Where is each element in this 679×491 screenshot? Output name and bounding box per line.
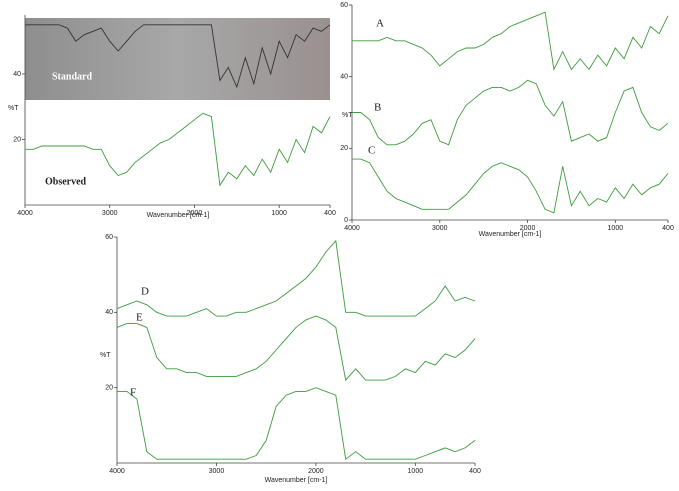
x-tick-label: 1000 <box>271 210 287 217</box>
x-tick-label: 3000 <box>209 468 225 475</box>
spectrum-line <box>117 387 476 461</box>
y-tick-label: 20 <box>13 136 21 143</box>
y-axis-label: %T <box>100 352 111 359</box>
series-label: A <box>376 18 384 30</box>
series-label: D <box>141 286 149 298</box>
x-tick-label: 400 <box>324 210 336 217</box>
x-tick-label: 3000 <box>102 210 118 217</box>
spectrum-line <box>25 24 331 89</box>
series-label: B <box>374 102 381 114</box>
spectrum-line <box>25 112 331 187</box>
y-tick-label: 40 <box>13 71 21 78</box>
y-tick-label: 40 <box>340 74 348 81</box>
y-tick-label: 40 <box>105 309 113 316</box>
x-tick-label: 2000 <box>308 468 324 475</box>
x-tick-label: 4000 <box>17 210 33 217</box>
y-axis-label: %T <box>342 112 353 119</box>
series-label: C <box>368 145 375 157</box>
y-tick-label: 0 <box>344 217 348 224</box>
x-axis-label: Wavenumber [cm-1] <box>479 231 542 238</box>
x-tick-label: 4000 <box>109 468 125 475</box>
y-tick-label: 20 <box>340 145 348 152</box>
x-tick-label: 4000 <box>344 225 360 232</box>
series-label: Observed <box>45 176 87 187</box>
x-axis-label: Wavenumber [cm-1] <box>265 477 328 484</box>
x-tick-label: 400 <box>469 468 481 475</box>
x-axis-label: Wavenumber [cm-1] <box>147 212 210 219</box>
spectrum-line <box>116 239 476 317</box>
y-tick-label: 60 <box>340 2 348 9</box>
y-tick-label: 60 <box>105 234 113 241</box>
series-label: Standard <box>52 71 92 82</box>
x-tick-label: 400 <box>662 225 674 232</box>
x-tick-label: 1000 <box>408 468 424 475</box>
spectrum-line <box>352 158 669 214</box>
spectrum-line <box>116 315 476 382</box>
y-tick-label: 20 <box>105 385 113 392</box>
x-tick-label: 2000 <box>187 210 203 217</box>
y-axis-label: %T <box>8 105 19 112</box>
series-label: F <box>130 387 136 399</box>
x-tick-label: 3000 <box>432 225 448 232</box>
x-tick-label: 2000 <box>520 225 536 232</box>
spectrum-line <box>352 11 669 71</box>
standard-inset <box>25 18 330 100</box>
x-tick-label: 1000 <box>608 225 624 232</box>
series-label: E <box>136 312 143 324</box>
spectrum-line <box>352 79 669 146</box>
